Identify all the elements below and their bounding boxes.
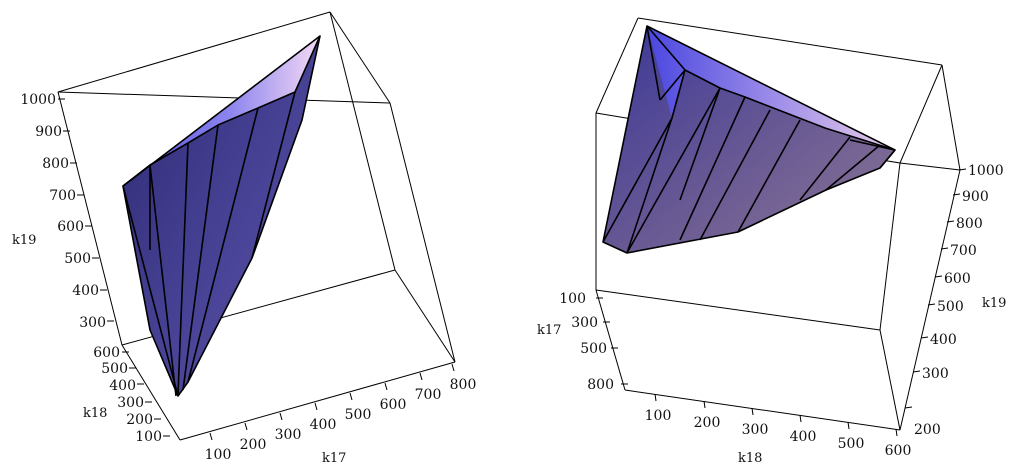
left-x-tick-label: 300	[275, 427, 302, 443]
right-z-tick-label: 1000	[968, 163, 1004, 179]
left-z-axis-title: k19	[12, 233, 36, 248]
right-y-tick-label: 100	[559, 291, 586, 307]
right-y-tick-label: 300	[571, 315, 598, 331]
right-x-tick-label: 400	[790, 429, 817, 445]
left-y-tick-label: 100	[135, 429, 162, 445]
left-z-tick-label: 700	[49, 188, 76, 204]
right-y-tick-label: 500	[580, 341, 607, 357]
right-x-tick-label: 200	[694, 415, 721, 431]
left-y-tick-label: 400	[109, 378, 136, 394]
right-z-tick-label: 700	[950, 243, 977, 259]
left-surface	[122, 35, 321, 397]
left-x-tick-label: 500	[345, 407, 372, 423]
left-x-tick-label: 800	[450, 377, 477, 393]
left-y-tick-label: 600	[93, 345, 120, 361]
left-y-axis: 600 500 400 300 200 100 k18	[83, 345, 170, 445]
right-z-axis-title: k19	[982, 296, 1006, 311]
left-plot: 1000 900 800 700 600 500 400 300 k19 600…	[12, 11, 477, 466]
left-z-tick-label: 400	[72, 283, 99, 299]
left-x-tick-label: 700	[415, 387, 442, 403]
right-x-tick-label: 600	[885, 443, 912, 459]
left-y-tick-label: 300	[117, 395, 144, 411]
left-x-tick-label: 400	[310, 417, 337, 433]
left-z-tick-label: 900	[35, 124, 62, 140]
left-y-axis-title: k18	[83, 406, 107, 421]
left-z-tick-label: 500	[64, 251, 91, 267]
right-x-tick-label: 100	[645, 408, 672, 424]
right-z-axis: 1000 900 800 700 600 500 400 300 200 k19	[904, 163, 1006, 438]
left-z-tick-label: 300	[79, 315, 106, 331]
left-y-tick-label: 500	[101, 361, 128, 377]
right-x-axis: 100 200 300 400 500 600 k18	[645, 393, 912, 466]
left-x-tick-label: 200	[240, 437, 267, 453]
right-z-tick-label: 600	[944, 271, 971, 287]
left-z-tick-label: 800	[42, 156, 69, 172]
left-z-axis: 1000 900 800 700 600 500 400 300 k19	[12, 92, 114, 331]
left-surface-side-face	[123, 36, 320, 396]
right-x-tick-label: 300	[742, 422, 769, 438]
left-x-tick-label: 100	[205, 447, 232, 463]
left-z-tick-label: 600	[57, 219, 84, 235]
right-plot: 1000 900 800 700 600 500 400 300 200 k19…	[537, 17, 1006, 466]
right-y-axis-title: k17	[537, 323, 561, 338]
left-z-tick-label: 1000	[20, 92, 56, 108]
right-z-tick-label: 300	[922, 366, 949, 382]
left-x-axis: 100 200 300 400 500 600 700 800 k17	[205, 363, 477, 466]
right-y-tick-label: 800	[587, 377, 614, 393]
left-y-tick-label: 200	[126, 412, 153, 428]
left-x-axis-title: k17	[322, 451, 346, 466]
right-z-tick-label: 200	[914, 422, 941, 438]
left-x-tick-label: 600	[380, 397, 407, 413]
right-z-tick-label: 900	[962, 189, 989, 205]
right-surface	[602, 25, 896, 254]
right-y-axis: 100 300 500 800 k17	[537, 291, 628, 393]
right-z-tick-label: 500	[937, 299, 964, 315]
right-z-tick-label: 400	[930, 332, 957, 348]
left-bounding-box	[57, 11, 456, 441]
right-z-tick-label: 800	[956, 216, 983, 232]
right-x-tick-label: 500	[838, 436, 865, 452]
right-x-axis-title: k18	[738, 451, 762, 466]
